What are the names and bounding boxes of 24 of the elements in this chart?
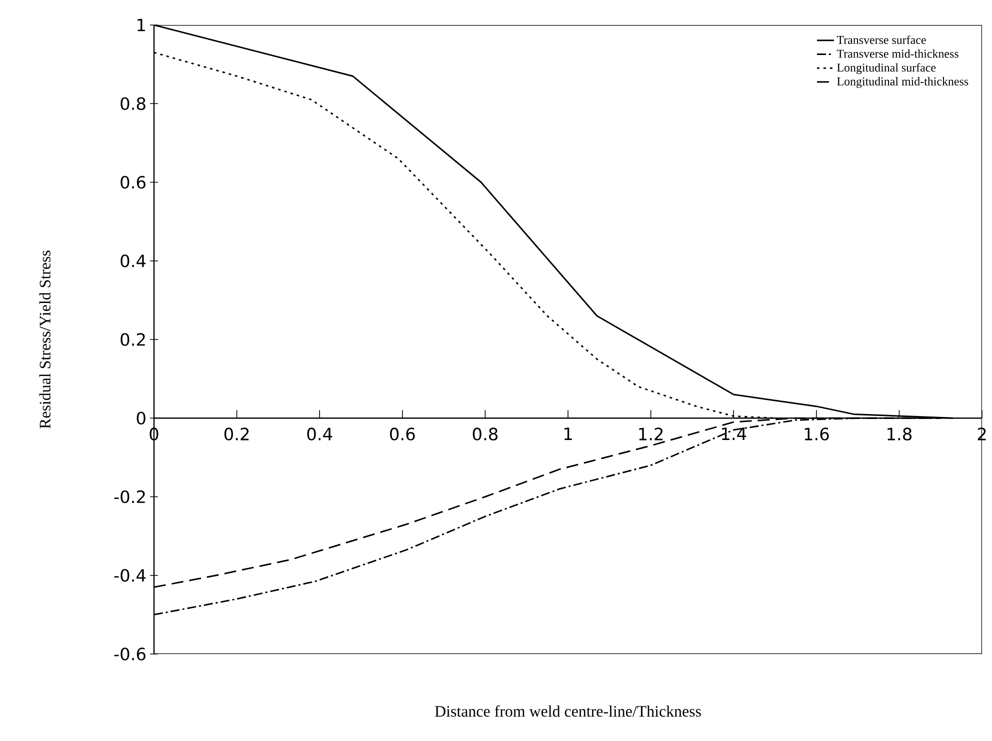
x-axis-title: Distance from weld centre-line/Thickness	[435, 705, 701, 717]
y-tick-label: -0.4	[114, 568, 146, 582]
y-tick-label: -0.6	[114, 648, 146, 660]
legend-label: Longitudinal mid-thickness	[837, 77, 968, 88]
y-tick-label: 0.6	[120, 176, 146, 189]
y-axis-title: Residual Stress/Yield Stress	[39, 250, 50, 428]
y-tick-label: -0.2	[114, 490, 145, 504]
legend-label: Transverse mid-thickness	[836, 49, 958, 58]
x-tick-label: 0.6	[390, 428, 415, 440]
x-tick-label: 0.4	[307, 428, 332, 440]
x-tick-label: 0.8	[472, 428, 498, 440]
y-tick-label: 0.4	[120, 254, 146, 268]
legend-label: Longitudinal surface	[837, 63, 936, 74]
x-tick-label: 1	[564, 428, 572, 440]
y-tick-label: 1	[138, 18, 145, 32]
x-tick-label: 0.2	[224, 428, 249, 440]
y-tick-label: 0.8	[120, 97, 146, 110]
x-tick-label: 1.8	[888, 428, 912, 440]
y-tick-label: 0.2	[120, 333, 145, 346]
x-tick-label: 1.2	[639, 428, 663, 440]
legend-label: Transverse surface	[836, 35, 926, 44]
x-tick-label: 1.6	[804, 428, 829, 440]
x-tick-label: 1.4	[722, 428, 746, 440]
y-tick-label: 0	[136, 412, 146, 425]
